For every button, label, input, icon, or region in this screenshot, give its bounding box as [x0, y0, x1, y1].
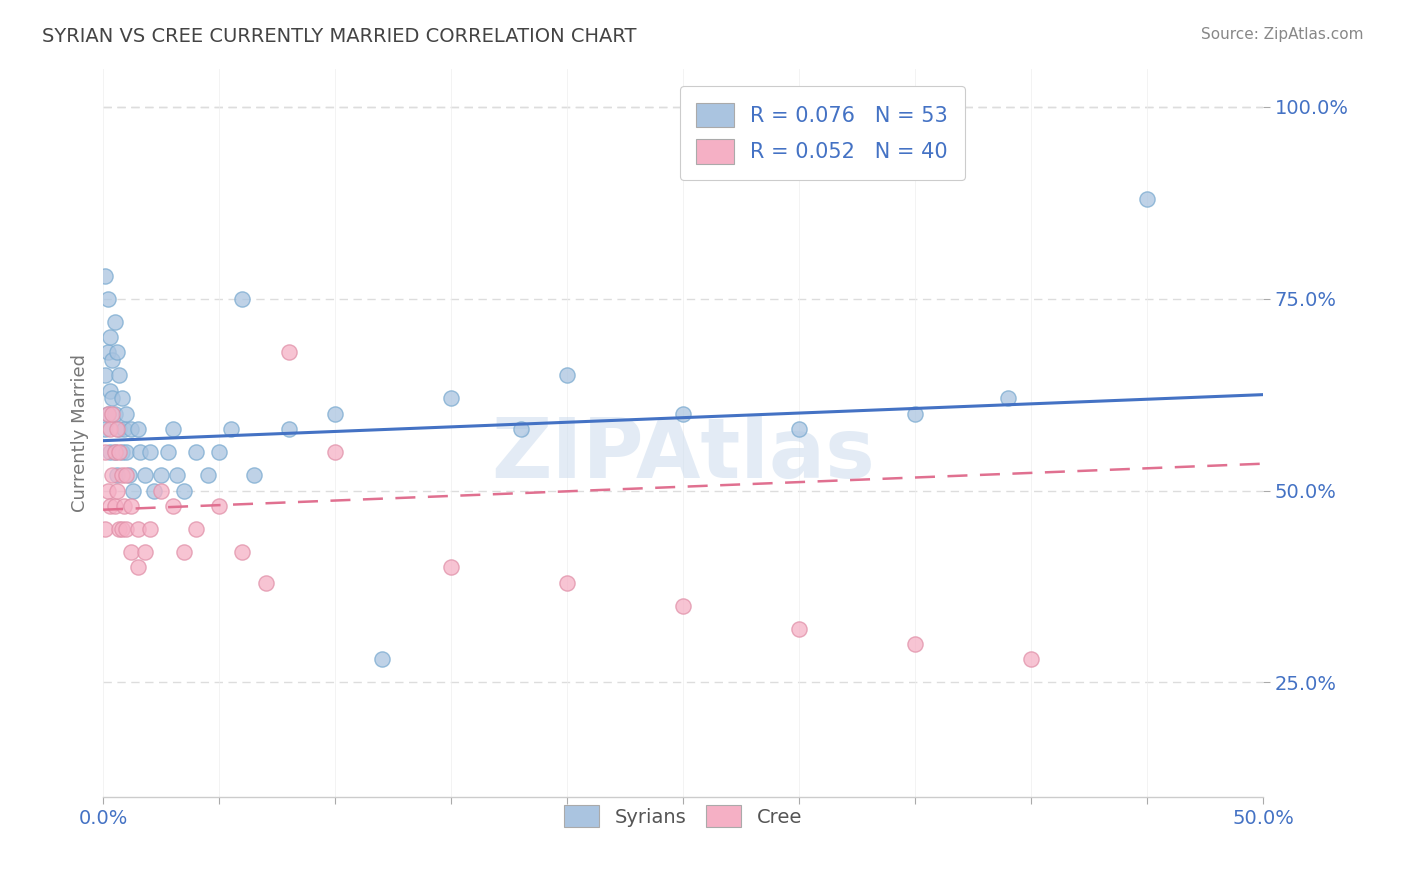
Point — [162, 422, 184, 436]
Point — [108, 422, 131, 436]
Point — [108, 522, 131, 536]
Point — [97, 345, 120, 359]
Point — [672, 599, 695, 613]
Point — [509, 422, 531, 436]
Legend: Syrians, Cree: Syrians, Cree — [557, 797, 810, 835]
Point — [111, 522, 134, 536]
Point — [101, 407, 124, 421]
Y-axis label: Currently Married: Currently Married — [72, 354, 89, 512]
Point — [98, 422, 121, 436]
Point — [323, 445, 346, 459]
Point — [787, 622, 810, 636]
Point — [104, 445, 127, 459]
Point — [277, 345, 299, 359]
Point — [129, 445, 152, 459]
Point — [555, 575, 578, 590]
Text: SYRIAN VS CREE CURRENTLY MARRIED CORRELATION CHART: SYRIAN VS CREE CURRENTLY MARRIED CORRELA… — [42, 27, 637, 45]
Point — [111, 392, 134, 406]
Point — [138, 445, 160, 459]
Point — [672, 407, 695, 421]
Point — [94, 422, 117, 436]
Point — [105, 483, 128, 498]
Point — [101, 468, 124, 483]
Point — [105, 468, 128, 483]
Point — [219, 422, 242, 436]
Point — [904, 637, 927, 651]
Point — [208, 445, 231, 459]
Point — [904, 407, 927, 421]
Point — [184, 522, 207, 536]
Point — [97, 407, 120, 421]
Point — [105, 345, 128, 359]
Point — [98, 445, 121, 459]
Point — [115, 445, 138, 459]
Point — [997, 392, 1019, 406]
Text: ZIPAtlas: ZIPAtlas — [491, 415, 875, 495]
Point — [94, 522, 117, 536]
Point — [98, 330, 121, 344]
Point — [94, 268, 117, 283]
Point — [254, 575, 277, 590]
Point — [134, 468, 156, 483]
Point — [150, 483, 173, 498]
Point — [97, 292, 120, 306]
Point — [243, 468, 266, 483]
Point — [184, 445, 207, 459]
Point — [120, 422, 142, 436]
Point — [1019, 652, 1042, 666]
Point — [115, 468, 138, 483]
Point — [115, 407, 138, 421]
Point — [117, 468, 139, 483]
Point — [104, 315, 127, 329]
Point — [108, 368, 131, 383]
Point — [101, 392, 124, 406]
Point — [440, 560, 463, 574]
Point — [98, 499, 121, 513]
Point — [150, 468, 173, 483]
Text: Source: ZipAtlas.com: Source: ZipAtlas.com — [1201, 27, 1364, 42]
Point — [94, 445, 117, 459]
Point — [112, 422, 135, 436]
Point — [370, 652, 392, 666]
Point — [120, 545, 142, 559]
Point — [94, 368, 117, 383]
Point — [208, 499, 231, 513]
Point — [111, 468, 134, 483]
Point — [104, 445, 127, 459]
Point — [104, 499, 127, 513]
Point — [120, 499, 142, 513]
Point — [111, 445, 134, 459]
Point — [173, 483, 195, 498]
Point — [162, 499, 184, 513]
Point — [166, 468, 188, 483]
Point — [440, 392, 463, 406]
Point — [277, 422, 299, 436]
Point — [138, 522, 160, 536]
Point — [787, 422, 810, 436]
Point — [127, 560, 149, 574]
Point — [173, 545, 195, 559]
Point — [104, 407, 127, 421]
Point — [143, 483, 166, 498]
Point — [1136, 192, 1159, 206]
Point — [112, 499, 135, 513]
Point — [127, 522, 149, 536]
Point — [97, 483, 120, 498]
Point — [127, 422, 149, 436]
Point — [101, 353, 124, 368]
Point — [134, 545, 156, 559]
Point — [231, 545, 253, 559]
Point — [555, 368, 578, 383]
Point — [323, 407, 346, 421]
Point — [97, 407, 120, 421]
Point — [122, 483, 145, 498]
Point — [98, 384, 121, 398]
Point — [157, 445, 180, 459]
Point — [108, 445, 131, 459]
Point — [197, 468, 219, 483]
Point — [105, 422, 128, 436]
Point — [231, 292, 253, 306]
Point — [115, 522, 138, 536]
